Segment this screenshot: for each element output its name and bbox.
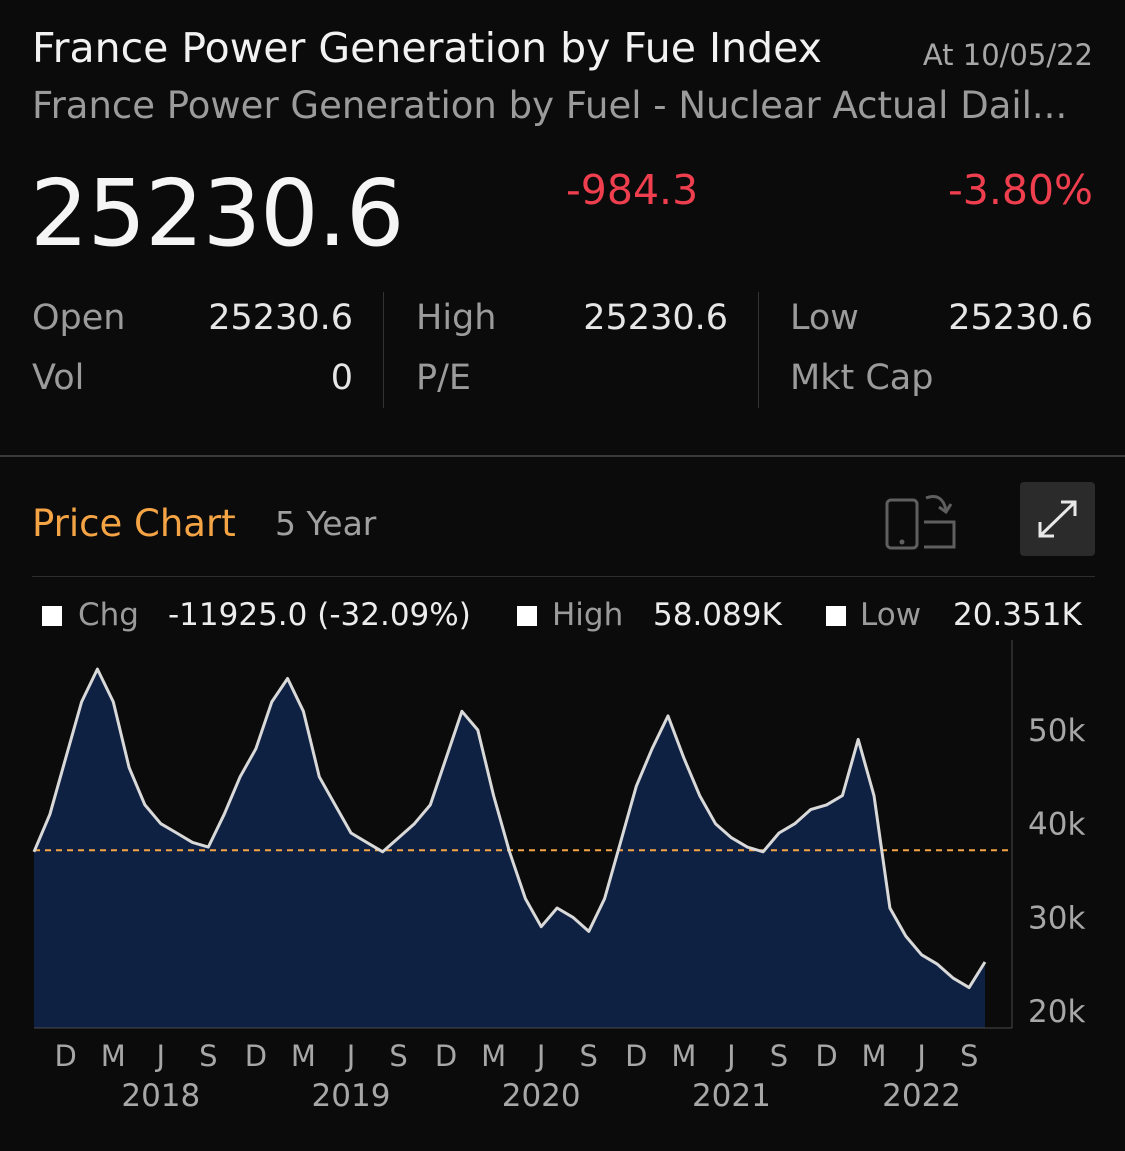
legend-high-value: 58.089K — [653, 597, 782, 633]
price-chart-title: Price Chart — [32, 502, 236, 545]
x-tick-label: J — [345, 1039, 356, 1073]
percent-change: -3.80% — [947, 166, 1093, 214]
legend-marker — [517, 606, 537, 626]
y-tick-label: 50k — [1028, 713, 1085, 749]
as-of-date: At 10/05/22 — [922, 38, 1093, 72]
x-year-label: 2020 — [502, 1078, 581, 1114]
low-label: Low — [790, 298, 859, 338]
x-tick-label: S — [199, 1039, 217, 1073]
high-label: High — [416, 298, 497, 338]
high-value: 25230.6 — [583, 298, 728, 338]
x-tick-label: D — [435, 1039, 457, 1073]
last-price: 25230.6 — [30, 160, 404, 267]
mkt-cap-label: Mkt Cap — [790, 358, 934, 398]
x-tick-label: J — [155, 1039, 166, 1073]
page-subtitle: France Power Generation by Fuel - Nuclea… — [32, 84, 1068, 127]
chart-range-selector[interactable]: 5 Year — [275, 504, 377, 543]
x-tick-label: D — [245, 1039, 267, 1073]
legend-high-label: High — [552, 597, 624, 633]
x-year-label: 2021 — [692, 1078, 771, 1114]
chart-header-divider — [32, 576, 1095, 577]
x-tick-label: M — [671, 1039, 696, 1073]
y-tick-label: 40k — [1028, 807, 1085, 843]
legend-marker — [826, 606, 846, 626]
x-tick-label: M — [291, 1039, 316, 1073]
net-change: -984.3 — [566, 166, 699, 214]
x-tick-label: D — [815, 1039, 837, 1073]
expand-arrows-icon — [1038, 500, 1077, 538]
x-tick-label: D — [55, 1039, 77, 1073]
vol-label: Vol — [32, 358, 85, 398]
x-tick-label: M — [862, 1039, 887, 1073]
vol-value: 0 — [330, 358, 353, 398]
x-year-label: 2022 — [882, 1078, 961, 1114]
low-value: 25230.6 — [948, 298, 1093, 338]
x-tick-label: S — [770, 1039, 788, 1073]
x-tick-label: S — [389, 1039, 407, 1073]
x-tick-label: J — [725, 1039, 736, 1073]
y-tick-label: 20k — [1028, 994, 1085, 1030]
x-year-label: 2018 — [121, 1078, 200, 1114]
x-tick-label: J — [535, 1039, 546, 1073]
open-label: Open — [32, 298, 126, 338]
section-divider — [0, 455, 1125, 457]
y-tick-label: 30k — [1028, 900, 1085, 936]
x-tick-label: S — [580, 1039, 598, 1073]
legend-marker — [42, 606, 62, 626]
price-area — [34, 669, 985, 1028]
pe-label: P/E — [416, 358, 472, 398]
x-tick-label: M — [481, 1039, 506, 1073]
legend-low-value: 20.351K — [953, 597, 1082, 633]
legend-chg-label: Chg — [78, 597, 139, 633]
x-tick-label: J — [915, 1039, 926, 1073]
x-tick-label: D — [625, 1039, 647, 1073]
x-year-label: 2019 — [312, 1078, 391, 1114]
expand-chart-button[interactable] — [1020, 482, 1095, 556]
x-tick-label: M — [101, 1039, 126, 1073]
rotate-device-icon[interactable] — [884, 490, 960, 552]
legend-low-label: Low — [860, 597, 922, 633]
open-value: 25230.6 — [208, 298, 353, 338]
x-tick-label: S — [960, 1039, 978, 1073]
page-title: France Power Generation by Fue Index — [32, 24, 822, 72]
stats-divider — [383, 292, 384, 408]
stats-divider — [758, 292, 759, 408]
legend-chg-value: -11925.0 (-32.09%) — [168, 597, 471, 633]
